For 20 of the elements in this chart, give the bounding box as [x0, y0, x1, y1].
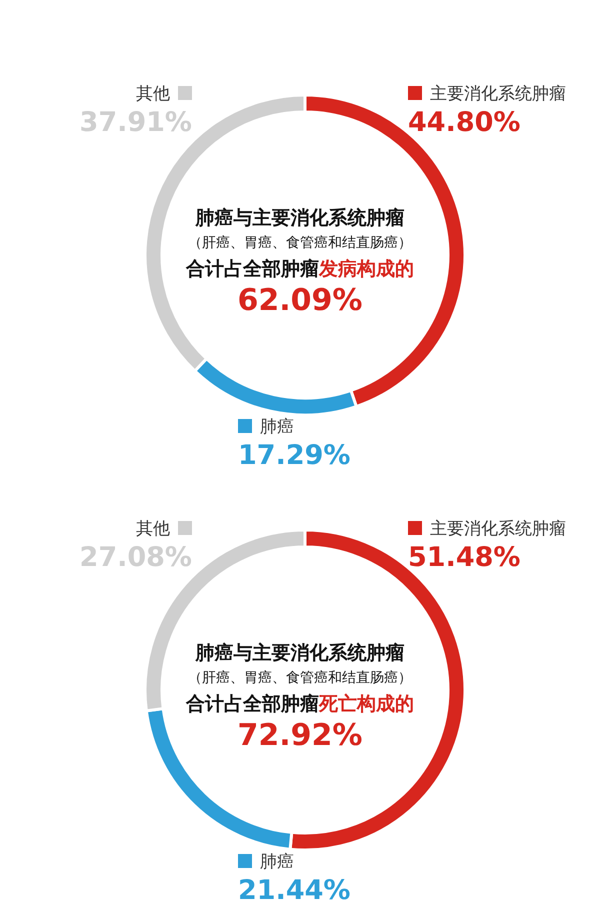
slice-label: 其他	[136, 84, 170, 104]
text: 肺癌与主要消化系统肿瘤	[194, 206, 406, 231]
data-label: 17.29%	[237, 440, 350, 471]
text: 合计占全部肿瘤	[186, 693, 319, 715]
legend-label: 主要消化系统肿瘤	[430, 84, 566, 104]
text: 肺癌与主要消化系统肿瘤	[194, 641, 406, 666]
data-label: 44.80%	[407, 107, 522, 138]
text: 72.92%	[236, 718, 364, 754]
text: 62.09%	[236, 283, 364, 319]
text: 发病构成的	[319, 258, 414, 280]
text: 死亡构成的	[319, 693, 414, 715]
legend-label: 主要消化系统肿瘤	[430, 519, 566, 539]
text: （肝癌、胃癌、食管癌和结直肠癌）	[187, 669, 413, 688]
legend-label: 肺癌	[260, 417, 294, 437]
text: （肝癌、胃癌、食管癌和结直肠癌）	[187, 234, 413, 253]
slice-label: 其他	[136, 519, 170, 539]
legend-label: 肺癌	[260, 852, 294, 872]
data-label: 51.48%	[407, 542, 522, 573]
text: 合计占全部肿瘤	[186, 258, 319, 280]
data-label: 21.44%	[237, 875, 350, 906]
